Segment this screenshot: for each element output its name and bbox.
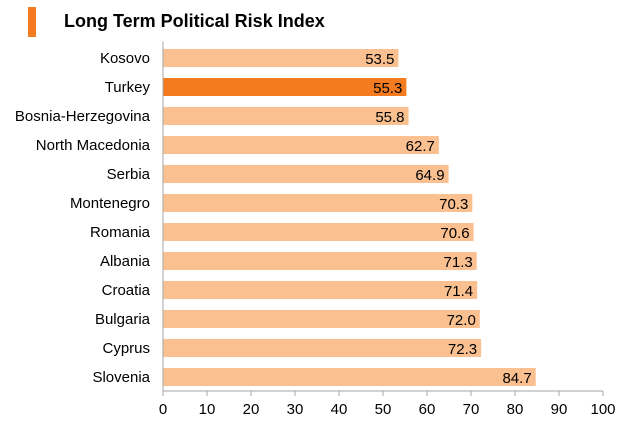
bar-bulgaria bbox=[163, 310, 480, 328]
category-label: Slovenia bbox=[92, 369, 150, 386]
value-label: 55.3 bbox=[373, 80, 402, 97]
category-label: Kosovo bbox=[100, 50, 150, 67]
value-label: 62.7 bbox=[406, 138, 435, 155]
category-label: Turkey bbox=[105, 79, 151, 96]
bar-croatia bbox=[163, 281, 478, 299]
bar-cyprus bbox=[163, 339, 482, 357]
category-label: Romania bbox=[90, 224, 151, 241]
x-tick-label: 0 bbox=[159, 401, 167, 418]
category-label: Albania bbox=[100, 253, 151, 270]
x-tick-label: 20 bbox=[243, 401, 260, 418]
value-label: 53.5 bbox=[365, 51, 394, 68]
category-label: Serbia bbox=[107, 166, 151, 183]
bar-romania bbox=[163, 223, 474, 241]
x-tick-label: 10 bbox=[199, 401, 216, 418]
bar-turkey bbox=[163, 78, 407, 96]
x-tick-label: 90 bbox=[551, 401, 568, 418]
x-tick-label: 70 bbox=[463, 401, 480, 418]
category-label: North Macedonia bbox=[36, 137, 151, 154]
bar-serbia bbox=[163, 165, 449, 183]
bar-slovenia bbox=[163, 368, 536, 386]
chart-title: Long Term Political Risk Index bbox=[64, 11, 325, 31]
x-tick-label: 100 bbox=[590, 401, 615, 418]
value-label: 70.3 bbox=[439, 196, 468, 213]
value-label: 71.3 bbox=[444, 254, 473, 271]
bar-montenegro bbox=[163, 194, 473, 212]
value-label: 71.4 bbox=[444, 283, 473, 300]
value-label: 84.7 bbox=[502, 370, 531, 387]
value-label: 64.9 bbox=[415, 167, 444, 184]
x-tick-label: 60 bbox=[419, 401, 436, 418]
value-label: 72.3 bbox=[448, 341, 477, 358]
category-label: Cyprus bbox=[102, 340, 150, 357]
x-tick-label: 50 bbox=[375, 401, 392, 418]
category-label: Croatia bbox=[102, 282, 151, 299]
category-label: Montenegro bbox=[70, 195, 150, 212]
category-label: Bulgaria bbox=[95, 311, 151, 328]
bar-albania bbox=[163, 252, 477, 270]
value-label: 55.8 bbox=[375, 109, 404, 126]
x-tick-label: 80 bbox=[507, 401, 524, 418]
bar-bosnia-herzegovina bbox=[163, 107, 409, 125]
bar-north-macedonia bbox=[163, 136, 439, 154]
title-accent-bar bbox=[28, 7, 36, 37]
value-label: 72.0 bbox=[447, 312, 476, 329]
bar-kosovo bbox=[163, 49, 399, 67]
x-tick-label: 40 bbox=[331, 401, 348, 418]
x-tick-label: 30 bbox=[287, 401, 304, 418]
value-label: 70.6 bbox=[440, 225, 469, 242]
category-label: Bosnia-Herzegovina bbox=[15, 108, 151, 125]
